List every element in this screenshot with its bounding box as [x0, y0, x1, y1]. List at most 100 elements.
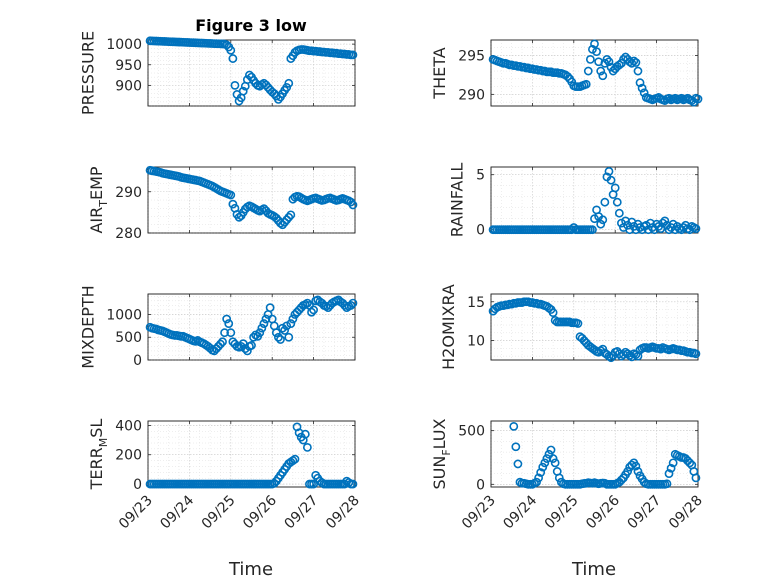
y-axis-label: TERRMSL	[87, 419, 110, 491]
data-point	[348, 479, 358, 489]
data-point	[286, 319, 296, 328]
x-axis-label-right: Time	[571, 559, 616, 580]
data-point	[583, 66, 593, 76]
data-point	[581, 79, 591, 89]
y-tick-label: 15	[467, 295, 485, 311]
y-axis-label: MIXDEPTH	[79, 285, 98, 368]
data-point	[612, 197, 622, 207]
data-point	[247, 341, 256, 350]
data-point	[288, 314, 298, 324]
data-point	[617, 475, 626, 485]
data-point	[567, 225, 577, 235]
data-point	[224, 319, 234, 328]
y-tick-label: 500	[115, 330, 142, 346]
x-tick-label: 09/26	[583, 492, 623, 532]
y-tick-label: 290	[115, 185, 142, 201]
data-point	[602, 55, 612, 64]
y-tick-label: 280	[115, 226, 142, 242]
data-point	[222, 314, 232, 324]
y-axis-label-part: SL	[87, 419, 106, 438]
data-point	[348, 298, 358, 308]
x-axis-label-left: Time	[228, 559, 273, 580]
data-point	[302, 442, 312, 452]
data-point	[627, 460, 637, 470]
data-point	[511, 442, 521, 452]
data-point	[596, 66, 606, 76]
y-axis-label-part: THETA	[430, 47, 449, 99]
data-point	[280, 326, 290, 335]
data-point	[625, 350, 635, 360]
data-point	[629, 56, 639, 66]
data-point	[614, 60, 624, 70]
y-axis-label-part: AIR	[87, 207, 106, 234]
data-point	[509, 421, 519, 431]
y-tick-label: 0	[476, 223, 485, 239]
data-point	[677, 93, 686, 103]
data-point	[546, 445, 556, 455]
subplot-1: 900 950 1000 PRESSURE	[79, 31, 358, 115]
y-tick-label: 0	[133, 477, 142, 493]
data-point	[534, 473, 544, 483]
y-axis-label-part: EMP	[87, 166, 106, 200]
data-point	[691, 349, 701, 359]
data-point	[590, 39, 599, 49]
data-point	[290, 454, 300, 464]
data-point	[216, 339, 225, 349]
data-point	[538, 462, 548, 472]
data-point	[637, 83, 647, 93]
subplot-3: 280 290 AIRTEMP	[87, 165, 358, 242]
y-axis-label-part: RAINFALL	[447, 163, 466, 238]
y-axis-label: AIRTEMP	[87, 166, 110, 233]
data-point	[274, 332, 283, 342]
y-tick-label: 10	[467, 334, 485, 350]
data-point	[604, 166, 614, 176]
data-point	[631, 58, 641, 67]
y-tick-label: 900	[115, 78, 142, 94]
x-tick-label: 09/24	[500, 492, 540, 532]
data-point	[226, 190, 236, 200]
y-tick-label: 0	[133, 353, 142, 369]
data-point	[274, 95, 283, 104]
data-point	[548, 308, 558, 318]
data-point	[220, 328, 229, 338]
data-point	[340, 300, 350, 310]
x-tick-label: 09/24	[157, 492, 197, 532]
data-point	[664, 225, 674, 235]
data-point	[284, 212, 294, 222]
data-point	[300, 429, 310, 439]
y-axis-label-part: H2OMIXRA	[439, 284, 458, 370]
y-axis-label: RAINFALL	[447, 163, 466, 238]
data-point	[284, 332, 294, 342]
y-axis-label-part: SUN	[430, 456, 449, 490]
data-point	[513, 459, 523, 469]
data-point	[548, 454, 558, 463]
y-tick-label: 200	[115, 448, 142, 464]
subplot-7: 0 200 400 TERRMSL 09/23 09/24 09/25 09/26 09/27 0…	[87, 418, 363, 532]
subplot-2: 290 295 THETA	[430, 39, 703, 107]
data-point	[230, 80, 240, 90]
data-point	[691, 224, 701, 233]
data-point	[222, 40, 232, 50]
data-point	[257, 323, 267, 333]
subplot-8: 0 500 SUNFLUX 09/23 09/24 09/25 09/26 09/27 09/2…	[430, 418, 706, 532]
data-point	[639, 88, 649, 98]
y-axis-label-part: MIXDEPTH	[79, 285, 98, 368]
data-point	[563, 72, 572, 81]
y-tick-label: 5	[476, 168, 485, 184]
data-point	[645, 218, 655, 228]
y-tick-label: 0	[476, 477, 485, 493]
y-axis-label-subscript: F	[440, 449, 453, 455]
data-point	[348, 200, 358, 210]
data-point	[633, 467, 643, 476]
data-point	[271, 328, 281, 338]
y-axis-label: H2OMIXRA	[439, 284, 458, 370]
data-point	[664, 93, 674, 103]
figure-title: Figure 3 low	[195, 16, 307, 35]
data-point	[606, 353, 616, 363]
data-point	[540, 458, 550, 468]
data-point	[666, 463, 676, 473]
data-point	[592, 47, 601, 57]
x-tick-label: 09/25	[199, 493, 239, 533]
data-point	[532, 477, 541, 487]
